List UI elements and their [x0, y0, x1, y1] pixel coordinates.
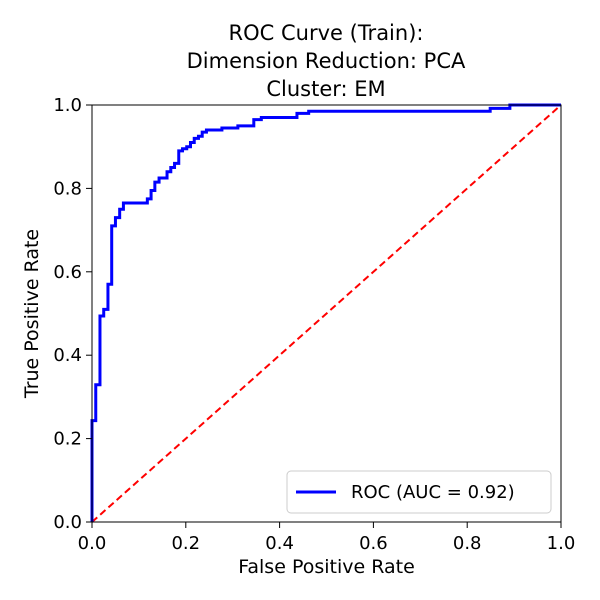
- x-ticks: 0.0 0.2 0.4 0.6 0.8 1.0: [78, 522, 576, 554]
- x-tick-label: 0.8: [453, 533, 482, 554]
- roc-curve-line: [90, 103, 561, 522]
- chance-diagonal-line: [91, 104, 562, 523]
- plot-frame: [91, 104, 562, 523]
- x-axis-label: False Positive Rate: [238, 556, 415, 578]
- chart-title: ROC Curve (Train): Dimension Reduction: …: [187, 21, 466, 101]
- chart-title-line-2: Dimension Reduction: PCA: [187, 49, 466, 73]
- x-tick-label: 0.0: [78, 533, 107, 554]
- chart-title-line-1: ROC Curve (Train):: [229, 21, 424, 45]
- series-group: [90, 103, 562, 523]
- legend-box: [286, 470, 552, 514]
- x-tick-label: 0.4: [265, 533, 294, 554]
- y-tick-label: 0.2: [53, 429, 82, 450]
- chart-title-line-3: Cluster: EM: [266, 77, 385, 101]
- y-tick-label: 0.8: [53, 178, 82, 199]
- plot-area: 0.0 0.2 0.4 0.6 0.8 1.0 0.0 0.2 0.4 0.6 0.8 1.0: [53, 95, 575, 554]
- legend-label-roc: ROC (AUC = 0.92): [351, 482, 515, 503]
- y-ticks: 0.0 0.2 0.4 0.6 0.8 1.0: [53, 95, 92, 533]
- x-tick-label: 1.0: [547, 533, 576, 554]
- x-tick-label: 0.6: [359, 533, 388, 554]
- y-tick-label: 0.4: [53, 345, 82, 366]
- y-tick-label: 0.6: [53, 262, 82, 283]
- legend: ROC (AUC = 0.92): [286, 470, 552, 514]
- x-tick-label: 0.2: [171, 533, 200, 554]
- y-axis-label: True Positive Rate: [21, 229, 43, 399]
- y-tick-label: 0.0: [53, 512, 82, 533]
- y-tick-label: 1.0: [53, 95, 82, 116]
